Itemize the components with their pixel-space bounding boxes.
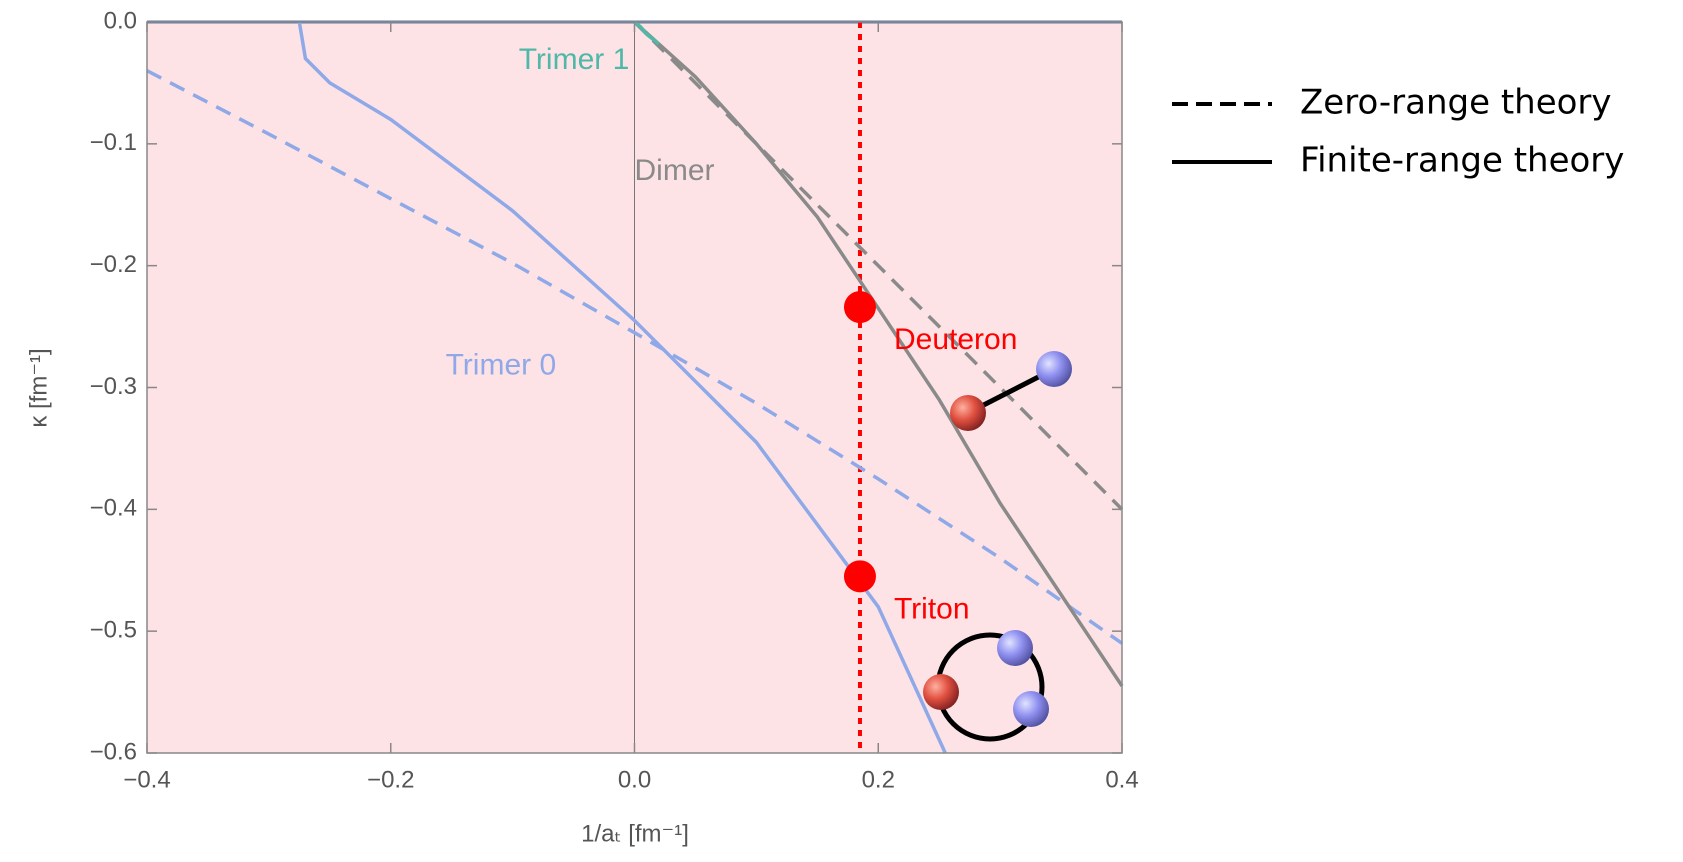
y-tick-label: −0.2 bbox=[90, 251, 137, 278]
data-point bbox=[844, 291, 876, 323]
annotation: Trimer 0 bbox=[446, 349, 557, 382]
y-tick-label: −0.6 bbox=[90, 738, 137, 765]
y-axis-label: κ [fm⁻¹] bbox=[25, 348, 52, 427]
neutron bbox=[1036, 351, 1072, 387]
point-label: Triton bbox=[894, 592, 970, 625]
x-tick-label: −0.2 bbox=[367, 766, 414, 793]
annotation: Trimer 1 bbox=[519, 43, 630, 76]
neutron bbox=[1013, 691, 1049, 727]
legend-label: Finite-range theory bbox=[1300, 141, 1624, 181]
data-point bbox=[844, 560, 876, 592]
chart: κ [fm⁻¹] 1/aₜ [fm⁻¹] −0.4 −0.2 0.0 0.2 0.4 0.… bbox=[0, 0, 1683, 862]
y-tick-label: −0.5 bbox=[90, 617, 137, 644]
annotation: Dimer bbox=[635, 154, 715, 187]
y-tick-label: −0.4 bbox=[90, 495, 137, 522]
x-tick-label: 0.4 bbox=[1105, 766, 1138, 793]
x-axis-label: 1/aₜ [fm⁻¹] bbox=[581, 820, 689, 847]
y-tick-label: −0.1 bbox=[90, 129, 137, 156]
x-tick-label: 0.0 bbox=[618, 766, 651, 793]
point-label: Deuteron bbox=[894, 323, 1017, 356]
x-tick-label: 0.2 bbox=[862, 766, 895, 793]
x-tick-label: −0.4 bbox=[123, 766, 170, 793]
legend-label: Zero-range theory bbox=[1300, 83, 1612, 123]
y-tick-label: −0.3 bbox=[90, 373, 137, 400]
proton bbox=[923, 674, 959, 710]
proton bbox=[950, 395, 986, 431]
plot-area bbox=[147, 22, 1122, 753]
neutron bbox=[997, 630, 1033, 666]
y-tick-label: 0.0 bbox=[104, 7, 137, 34]
